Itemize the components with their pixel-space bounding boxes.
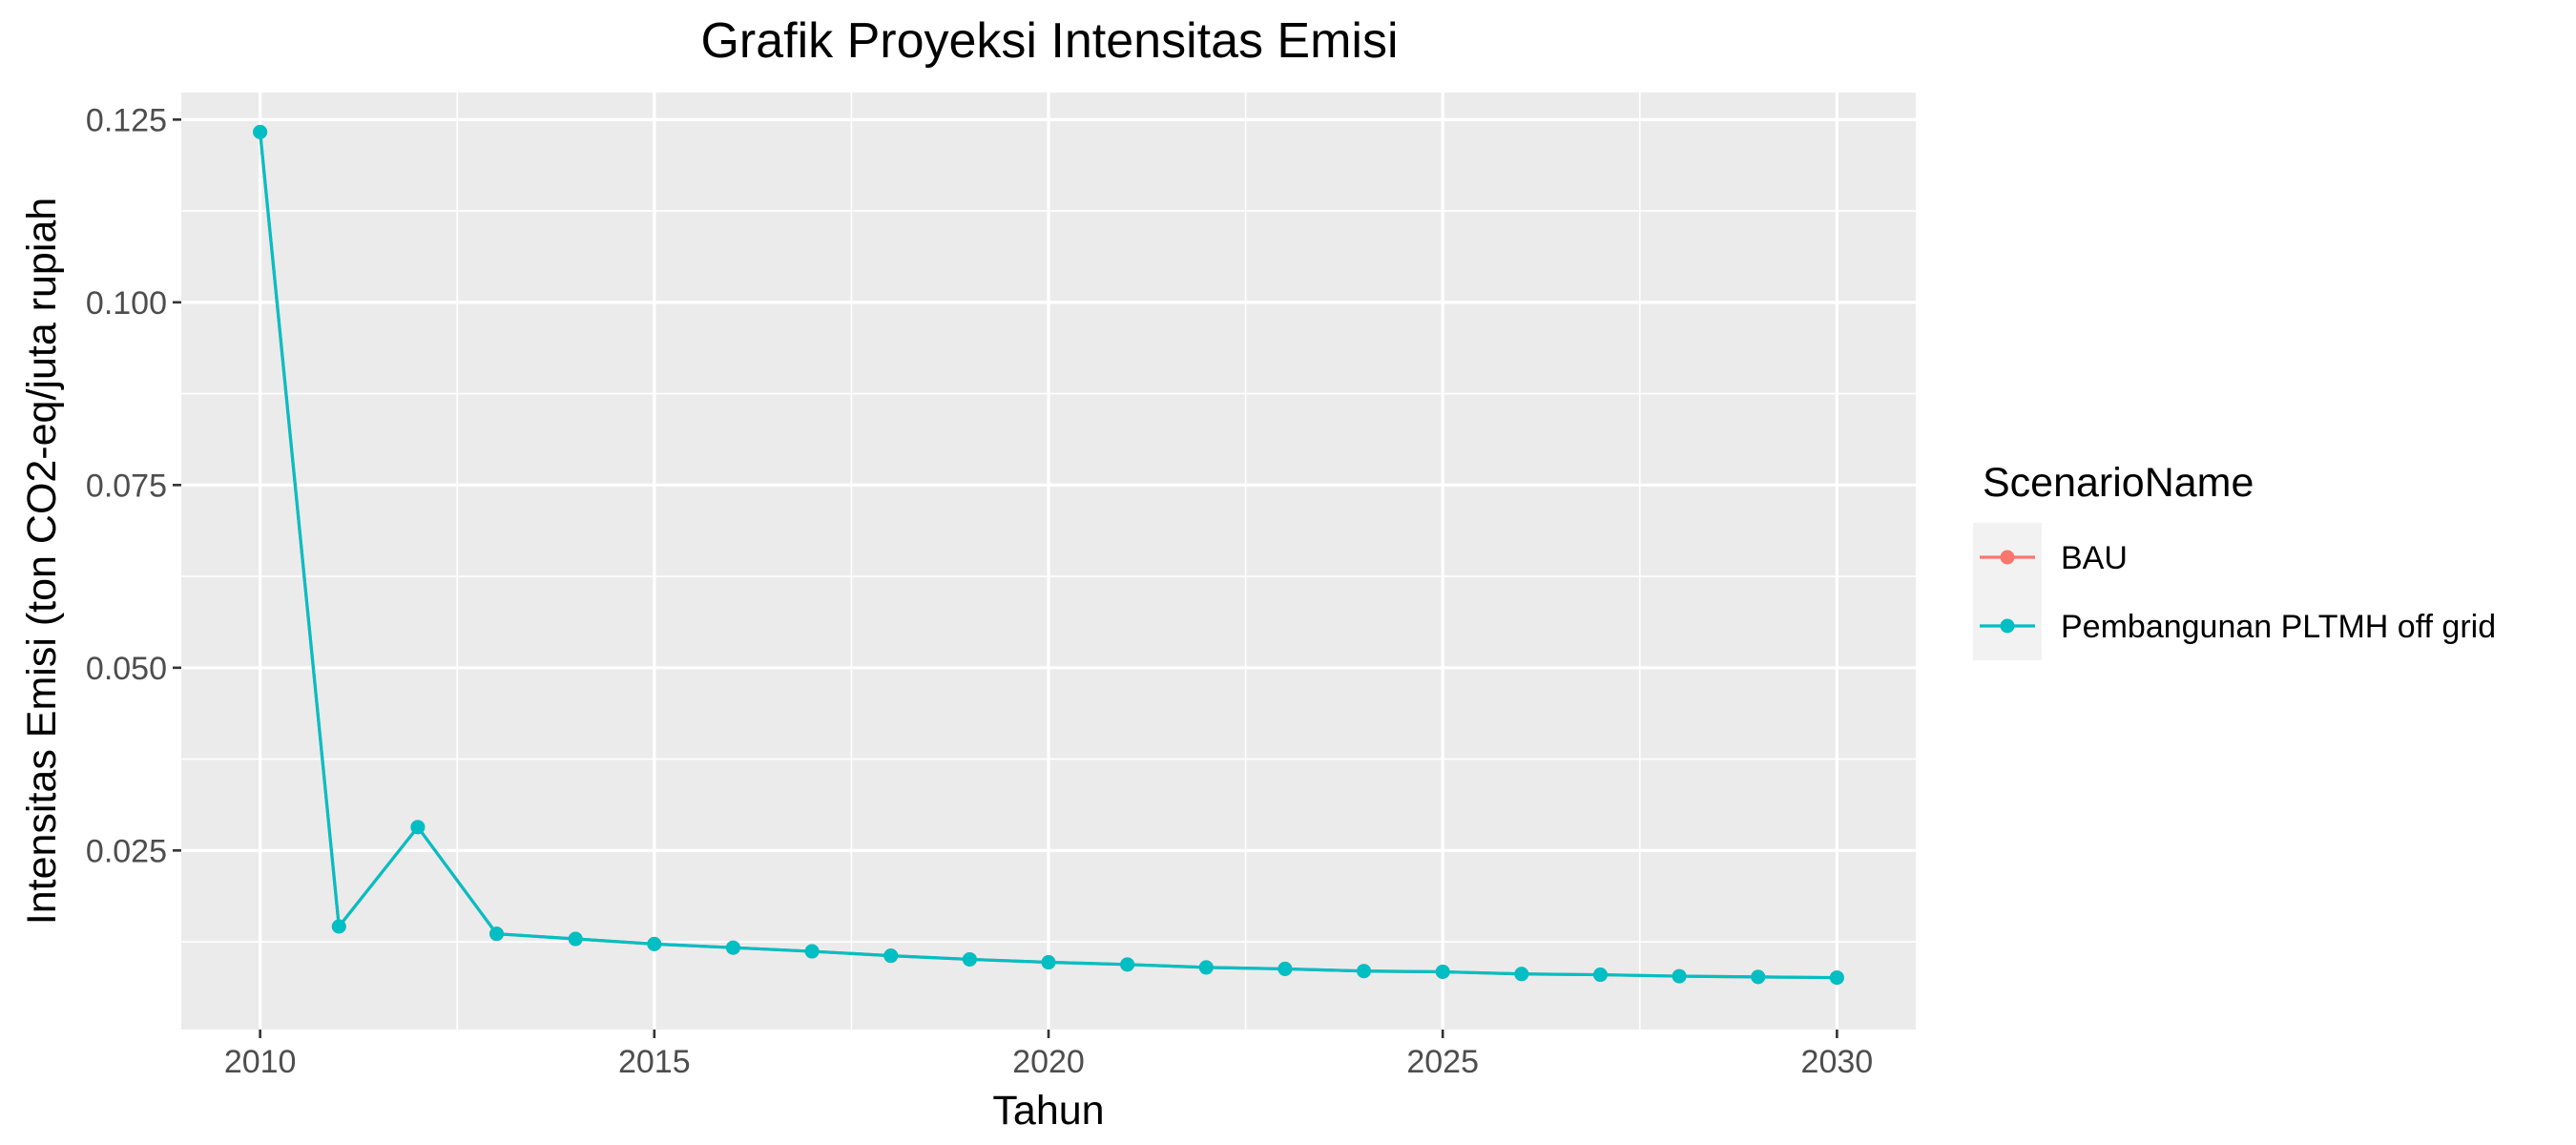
legend-key-point [2000, 618, 2015, 634]
data-point [1435, 964, 1450, 979]
y-tick-label: 0.125 [86, 102, 167, 138]
x-tick-label: 2025 [1406, 1044, 1479, 1080]
data-point [725, 940, 740, 955]
data-point [1041, 955, 1056, 970]
data-point [489, 926, 505, 942]
legend: ScenarioName BAU Pembangunan PLTMH off gr… [1973, 460, 2496, 660]
data-point [568, 931, 583, 947]
data-point [647, 936, 662, 951]
x-tick-label: 2020 [1012, 1044, 1085, 1080]
x-tick-label: 2015 [618, 1044, 691, 1080]
legend-label: Pembangunan PLTMH off grid [2061, 609, 2496, 645]
data-point [1751, 969, 1766, 985]
legend-keys: BAU Pembangunan PLTMH off grid [1973, 523, 2496, 660]
data-point [1672, 968, 1687, 984]
major-gridlines [181, 93, 1916, 1030]
data-point [1829, 970, 1844, 986]
data-point [804, 944, 820, 959]
y-tick-label: 0.025 [86, 833, 167, 869]
y-axis: 0.025 0.050 0.075 0.100 0.125 [86, 102, 181, 869]
data-point [331, 919, 346, 934]
data-point [1514, 967, 1529, 982]
data-point [1357, 964, 1372, 979]
chart-title: Grafik Proyeksi Intensitas Emisi [700, 13, 1398, 69]
data-point [1592, 968, 1608, 983]
data-point [883, 948, 899, 964]
y-tick-label: 0.100 [86, 285, 167, 322]
data-point [253, 124, 268, 139]
x-axis-title: Tahun [992, 1088, 1104, 1134]
x-tick-label: 2010 [224, 1044, 297, 1080]
x-tick-label: 2030 [1801, 1044, 1874, 1080]
y-axis-title: Intensitas Emisi (ton CO2-eq/juta rupiah [19, 198, 65, 925]
data-point [1120, 957, 1135, 972]
legend-key-point [2000, 550, 2015, 565]
data-point [1198, 960, 1214, 975]
data-point [1278, 961, 1293, 976]
x-axis: 2010 2015 2020 2025 2030 [224, 1030, 1873, 1080]
data-point [962, 951, 977, 967]
series-layer [253, 124, 1844, 986]
legend-label: BAU [2061, 540, 2128, 576]
legend-title: ScenarioName [1983, 460, 2254, 506]
y-tick-label: 0.075 [86, 468, 167, 504]
data-point [410, 820, 426, 835]
y-tick-label: 0.050 [86, 651, 167, 687]
